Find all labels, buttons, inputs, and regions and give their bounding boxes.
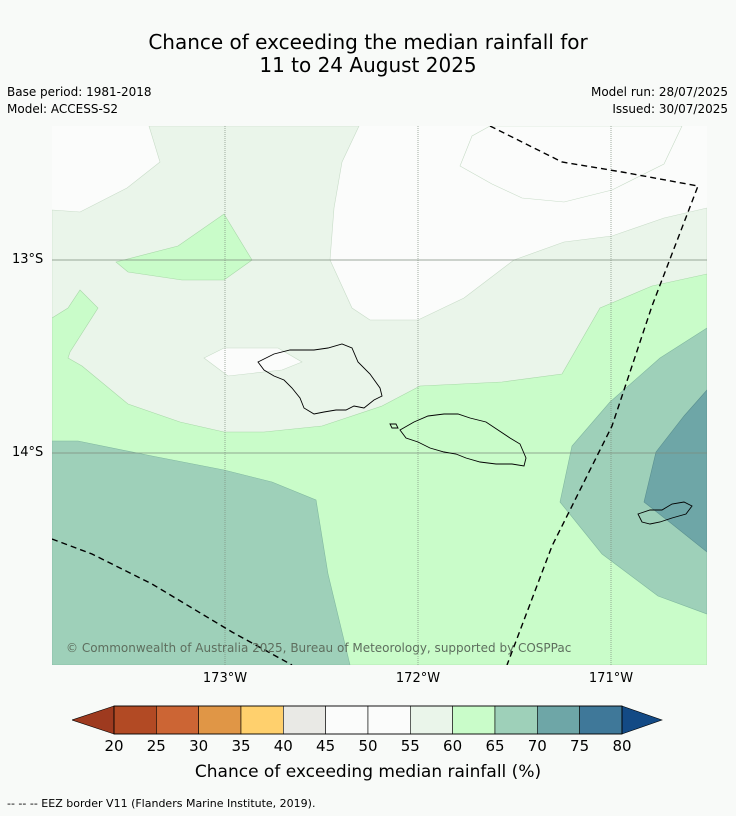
eez-border-samoa-east (489, 126, 699, 665)
colorbar-tick-label: 65 (485, 737, 505, 755)
colorbar-cell (367, 705, 411, 735)
colorbar-tick-label: 35 (231, 737, 251, 755)
lon-label-171w: 171°W (588, 671, 634, 686)
colorbar-frame (113, 705, 623, 735)
contour-70-75-se (643, 389, 707, 553)
island-savaii (257, 343, 383, 415)
map-title: Chance of exceeding the median rainfall … (0, 31, 736, 77)
colorbar-label: Chance of exceeding median rainfall (%) (194, 762, 542, 782)
colorbar-cell (198, 705, 242, 735)
title-line-1: Chance of exceeding the median rainfall … (148, 30, 588, 54)
colorbar-tick-label: 40 (273, 737, 293, 755)
colorbar-tick-label: 70 (527, 737, 547, 755)
model-name: Model: ACCESS-S2 (7, 102, 119, 116)
forecast-map: © Commonwealth of Australia 2025, Bureau… (52, 126, 707, 665)
island-upolu (399, 413, 527, 467)
colorbar-tick-label: 75 (570, 737, 590, 755)
colorbar-extend-low (72, 705, 115, 735)
lat-label-13s: 13°S (12, 252, 44, 267)
colorbar-cell (494, 705, 538, 735)
colorbar-cell (283, 705, 326, 735)
colorbar-cell (325, 705, 369, 735)
colorbar-cell (579, 705, 623, 735)
colorbar-cell (452, 705, 496, 735)
map-svg (52, 126, 707, 665)
colorbar-tick-label: 55 (400, 737, 420, 755)
colorbar-tick-label: 80 (612, 737, 632, 755)
colorbar-cells (113, 705, 623, 735)
colorbar-tick-label: 50 (358, 737, 378, 755)
contour-65-70-se (559, 327, 707, 615)
title-line-2: 11 to 24 August 2025 (259, 53, 477, 77)
colorbar-tick-label: 30 (189, 737, 209, 755)
contour-white-top (459, 126, 683, 203)
contour-65-70-sw (52, 440, 351, 665)
model-run: Model run: 28/07/2025 (590, 85, 728, 99)
colorbar-cell (410, 705, 453, 735)
colorbar-tick-label: 45 (316, 737, 336, 755)
eez-border (52, 126, 699, 665)
colorbar-cell (536, 705, 580, 735)
lon-label-173w: 173°W (202, 671, 248, 686)
colorbar-tick-label: 60 (443, 737, 463, 755)
meta-right: Model run: 28/07/2025 Issued: 30/07/2025 (591, 84, 728, 118)
eez-border-south (52, 538, 293, 665)
colorbar-tick-label: 20 (104, 737, 124, 755)
colorbar (72, 705, 663, 735)
island-manono (389, 423, 399, 429)
contour-green-patch (115, 213, 253, 281)
colorbar-tick-label: 25 (146, 737, 166, 755)
copyright-text: © Commonwealth of Australia 2025, Bureau… (66, 641, 572, 655)
island-tutuila (637, 501, 693, 525)
colorbar-cell (113, 705, 157, 735)
islands (257, 343, 693, 525)
contour-white-patch (203, 347, 303, 377)
meta-left: Base period: 1981-2018 Model: ACCESS-S2 (7, 84, 152, 118)
lon-label-172w: 172°W (395, 671, 441, 686)
colorbar-cell (240, 705, 284, 735)
issued-date: Issued: 30/07/2025 (612, 102, 728, 116)
colorbar-cell (156, 705, 199, 735)
lat-label-14s: 14°S (12, 445, 44, 460)
eez-footnote: -- -- -- EEZ border V11 (Flanders Marine… (7, 797, 316, 810)
colorbar-extend-high (621, 705, 663, 735)
base-period: Base period: 1981-2018 (7, 85, 152, 99)
